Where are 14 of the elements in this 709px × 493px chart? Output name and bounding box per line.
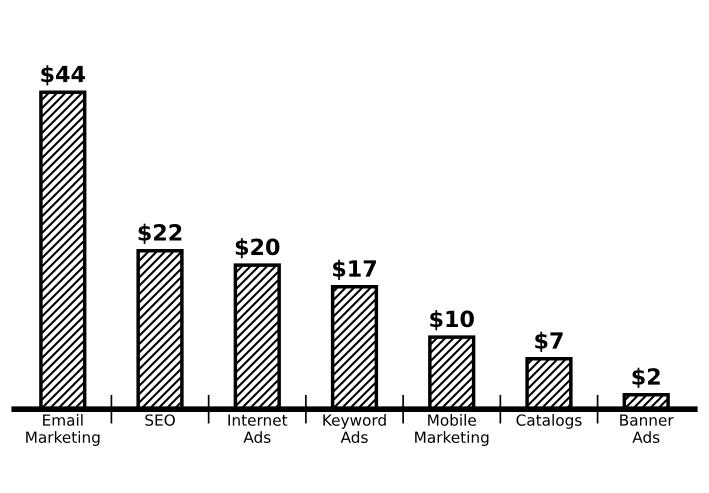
data-label: $2 xyxy=(632,368,660,388)
data-label: $17 xyxy=(333,260,376,280)
x-tick-label: Mobile Marketing xyxy=(415,414,488,446)
data-label: $10 xyxy=(430,310,474,330)
x-tick-label: Email Marketing xyxy=(26,414,100,446)
x-tick-label: Internet Ads xyxy=(228,414,288,443)
data-label: $7 xyxy=(535,332,563,352)
data-label: $44 xyxy=(41,65,85,86)
x-tick-label: Banner Ads xyxy=(620,414,674,443)
x-tick-label: Keyword Ads xyxy=(323,414,386,443)
data-label: $22 xyxy=(138,224,182,244)
x-tick-label: SEO xyxy=(145,414,175,426)
data-label: $20 xyxy=(236,238,280,258)
x-tick-label: Catalogs xyxy=(516,414,582,429)
